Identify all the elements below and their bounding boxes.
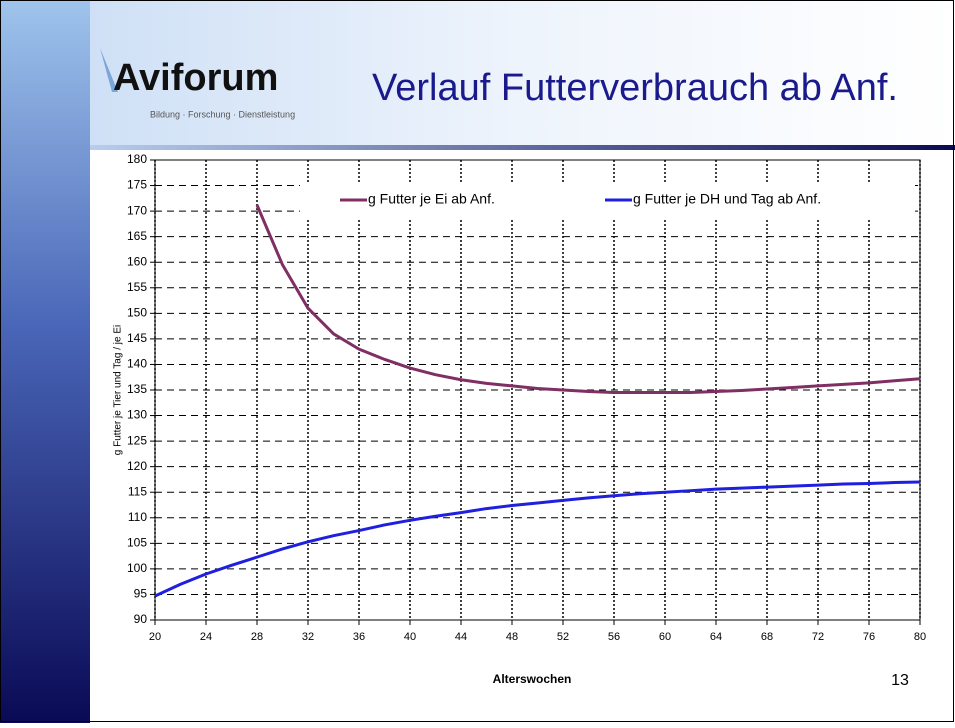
y-tick-label: 175 bbox=[127, 178, 147, 192]
y-tick-label: 115 bbox=[128, 484, 147, 498]
y-axis-label: g Futter je Tier und Tag / je Ei bbox=[113, 325, 124, 455]
x-tick-label: 40 bbox=[404, 631, 416, 643]
y-tick-label: 110 bbox=[128, 510, 147, 524]
logo-tagline: Bildung · Forschung · Dienstleistung bbox=[150, 109, 295, 119]
y-tick-label: 105 bbox=[127, 536, 147, 550]
y-tick-label: 140 bbox=[127, 357, 147, 371]
x-tick-label: 44 bbox=[455, 631, 467, 643]
legend-label: g Futter je DH und Tag ab Anf. bbox=[633, 191, 821, 207]
y-tick-label: 95 bbox=[134, 587, 148, 601]
x-tick-label: 72 bbox=[812, 631, 824, 643]
page-number: 13 bbox=[891, 672, 909, 689]
y-tick-label: 125 bbox=[127, 433, 147, 447]
y-tick-label: 135 bbox=[127, 382, 147, 396]
y-tick-label: 165 bbox=[127, 229, 147, 243]
logo-name: Aviforum bbox=[113, 57, 278, 99]
logo-mark bbox=[100, 48, 118, 92]
y-tick-label: 145 bbox=[127, 331, 147, 345]
x-tick-label: 32 bbox=[302, 631, 314, 643]
x-tick-label: 48 bbox=[506, 631, 518, 643]
y-tick-label: 90 bbox=[134, 612, 148, 626]
x-tick-label: 60 bbox=[659, 631, 671, 643]
x-tick-label: 64 bbox=[710, 631, 722, 643]
x-tick-label: 28 bbox=[251, 631, 263, 643]
x-tick-label: 36 bbox=[353, 631, 365, 643]
slide-title: Verlauf Futterverbrauch ab Anf. bbox=[372, 67, 898, 109]
sidebar bbox=[0, 0, 90, 723]
y-tick-label: 180 bbox=[127, 152, 147, 166]
y-tick-label: 160 bbox=[127, 254, 147, 268]
x-tick-label: 52 bbox=[557, 631, 569, 643]
legend-label: g Futter je Ei ab Anf. bbox=[368, 191, 495, 207]
y-tick-label: 170 bbox=[127, 203, 147, 217]
y-tick-label: 120 bbox=[127, 459, 147, 473]
x-tick-label: 56 bbox=[608, 631, 620, 643]
series-line bbox=[155, 480, 920, 598]
y-tick-label: 100 bbox=[127, 561, 147, 575]
y-tick-label: 150 bbox=[127, 306, 147, 320]
header-rule bbox=[90, 145, 955, 150]
plot-area bbox=[155, 204, 920, 598]
header-band bbox=[90, 0, 955, 146]
y-tick-label: 155 bbox=[127, 280, 147, 294]
x-tick-label: 68 bbox=[761, 631, 773, 643]
y-tick-label: 130 bbox=[127, 408, 147, 422]
plot-frame bbox=[154, 159, 921, 621]
x-tick-label: 20 bbox=[149, 631, 161, 643]
x-tick-label: 80 bbox=[914, 631, 926, 643]
x-tick-label: 76 bbox=[863, 631, 875, 643]
x-tick-label: 24 bbox=[200, 631, 212, 643]
series-line bbox=[255, 204, 920, 395]
x-axis-label: Alterswochen bbox=[493, 672, 572, 686]
